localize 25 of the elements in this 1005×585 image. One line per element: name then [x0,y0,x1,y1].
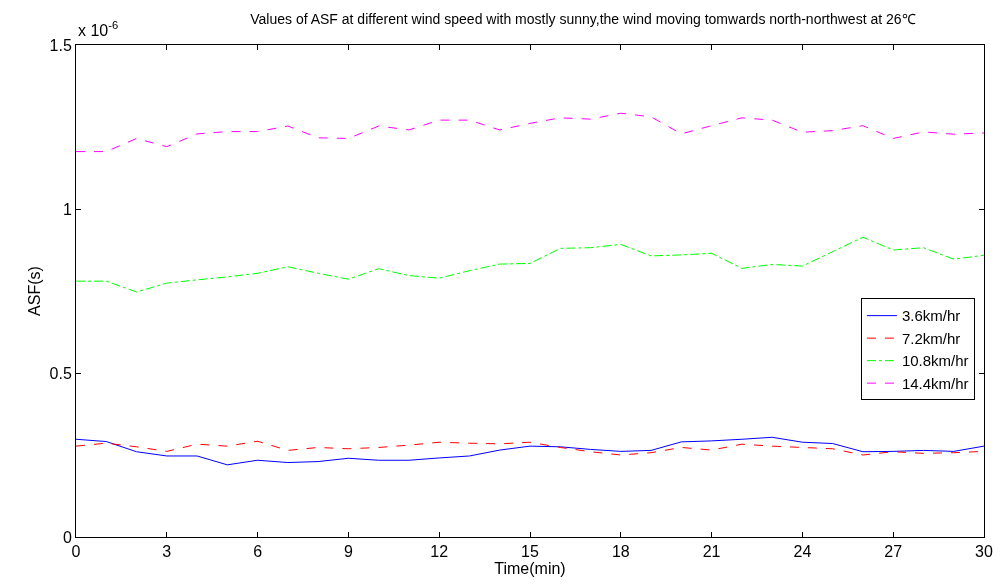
line-series [76,112,984,153]
x-tick-label: 12 [430,543,449,561]
x-tick-label: 9 [343,543,353,561]
y-tick-label: 0.5 [49,364,72,382]
line-series [76,436,984,466]
line-series [76,236,984,293]
legend-label: 14.4km/hr [901,374,969,392]
x-tick-label: 15 [521,543,539,561]
y-axis-title: ASF(s) [26,266,44,316]
y-tick-label: 1 [62,200,72,218]
legend-label: 7.2km/hr [901,329,961,347]
text: x 10$^{-6}$ [78,19,119,39]
x-tick-label: 30 [975,543,993,561]
x-axis-title: Time(min) [494,560,566,578]
legend-label: 10.8km/hr [901,352,969,370]
x-tick-label: 21 [702,543,721,561]
y-tick-label: 1.5 [49,36,72,54]
legend-label: 3.6km/hr [901,307,961,325]
x-tick-label: 3 [162,543,172,561]
x-tick-label: 18 [611,543,630,561]
x-tick-label: 24 [793,543,812,561]
x-tick-label: 6 [253,543,263,561]
x-tick-label: 27 [884,543,903,561]
y-tick-label: 0 [62,528,72,546]
chart-title: Values of ASF at different wind speed with mostly sunny,the wind moving tomwards north-northwest at 26℃ [250,11,916,28]
